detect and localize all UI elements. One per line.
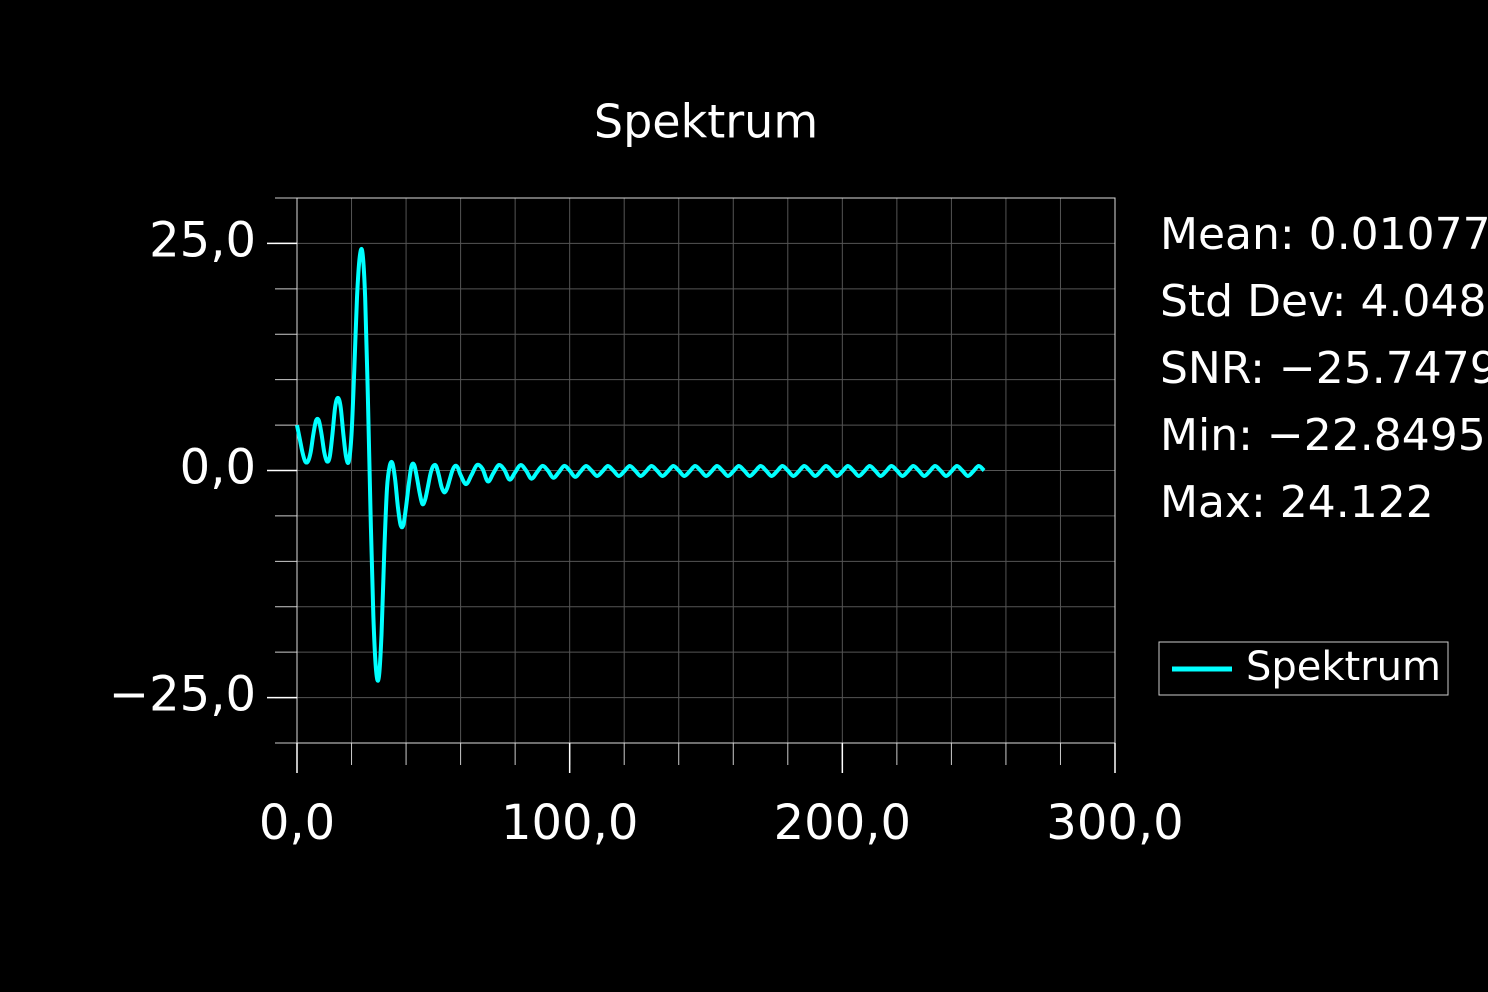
x-tick-label: 200,0: [774, 795, 911, 851]
y-tick-label: 25,0: [149, 212, 256, 268]
data-line: [295, 246, 986, 683]
stat-text: Mean: 0.01077: [1160, 209, 1488, 260]
x-tick-label: 300,0: [1046, 795, 1183, 851]
y-tick-label: 0,0: [180, 440, 256, 496]
chart-title: Spektrum: [594, 95, 818, 149]
stat-text: SNR: −25.7479: [1160, 343, 1488, 394]
stat-text: Min: −22.8495: [1160, 410, 1486, 461]
x-tick-label: 100,0: [501, 795, 638, 851]
legend-label: Spektrum: [1246, 644, 1441, 690]
stat-text: Std Dev: 4.048: [1160, 276, 1486, 327]
stat-text: Max: 24.122: [1160, 477, 1434, 528]
y-tick-label: −25,0: [109, 667, 256, 723]
x-tick-label: 0,0: [259, 795, 335, 851]
